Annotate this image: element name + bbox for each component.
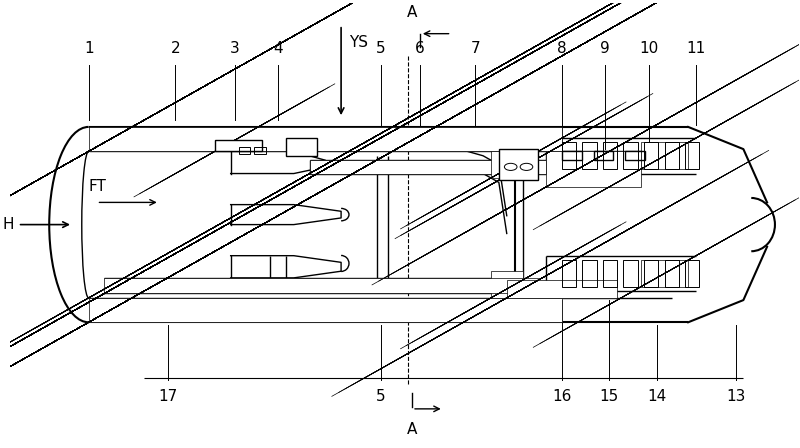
Text: 11: 11 [686,41,706,56]
Bar [89,127,562,151]
Bar [499,149,538,180]
Bar [665,260,678,287]
Bar [491,151,522,178]
Text: 6: 6 [415,41,425,56]
Bar [582,142,597,169]
Bar [546,151,641,187]
Bar [625,151,645,160]
Bar [499,149,538,180]
Bar [105,278,538,293]
Bar [238,147,250,154]
Bar [685,260,699,287]
Bar [603,260,617,287]
Bar [665,142,678,169]
Text: FT: FT [89,178,106,194]
Text: 16: 16 [552,389,572,404]
Text: 13: 13 [726,389,745,404]
Text: 4: 4 [273,41,283,56]
Bar [286,138,318,156]
Bar [641,142,688,169]
Text: 10: 10 [639,41,658,56]
Bar [582,260,597,287]
Text: 17: 17 [158,389,177,404]
Text: A: A [407,422,418,437]
Bar [603,142,617,169]
Text: 1: 1 [84,41,94,56]
Bar [562,260,576,287]
Text: 14: 14 [647,389,666,404]
Text: 5: 5 [376,41,386,56]
Bar [506,280,617,298]
Text: H: H [2,217,14,232]
Text: 5: 5 [376,389,386,404]
Text: A: A [407,5,418,20]
Text: 15: 15 [600,389,619,404]
Bar [215,140,262,151]
Bar [644,260,658,287]
Bar [562,151,582,160]
Bar [215,140,262,151]
Bar [89,298,562,322]
Bar [644,142,658,169]
Text: 9: 9 [601,41,610,56]
Bar [623,142,638,169]
Text: 3: 3 [230,41,239,56]
Bar [623,260,638,287]
Bar [310,160,546,173]
Bar [562,142,576,169]
Bar [594,151,614,160]
Bar [491,271,522,298]
Text: YS: YS [349,35,368,50]
Text: 2: 2 [170,41,180,56]
Bar [685,142,699,169]
Bar [254,147,266,154]
Text: 7: 7 [470,41,480,56]
Text: 8: 8 [557,41,566,56]
Bar [641,260,688,287]
